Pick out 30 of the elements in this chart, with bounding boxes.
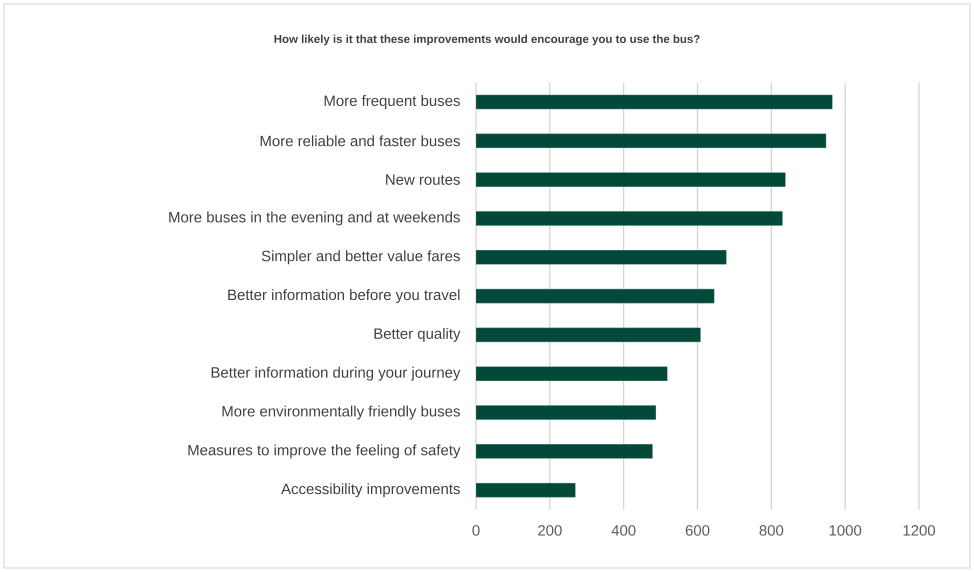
x-tick-label: 600	[686, 525, 710, 536]
bar	[476, 366, 668, 381]
y-tick-label: More reliable and faster buses	[260, 135, 460, 146]
y-tick-label: More buses in the evening and at weekends	[169, 211, 460, 226]
bar	[476, 172, 786, 187]
bar	[476, 405, 656, 420]
x-tick-label: 200	[538, 525, 562, 536]
bar	[476, 134, 826, 148]
bar	[476, 211, 783, 226]
y-tick-label: Measures to improve the feeling of safety	[188, 444, 460, 458]
x-tick-label: 1000	[830, 525, 862, 536]
bar	[476, 444, 653, 459]
x-tick-label: 400	[612, 525, 636, 536]
y-tick-label: Better information during your journey	[212, 366, 460, 381]
y-tick-label: Simpler and better value fares	[262, 250, 460, 264]
x-tick-label: 1200	[904, 525, 936, 536]
bar	[476, 288, 714, 304]
x-tick-label: 0	[472, 525, 480, 536]
bar	[476, 482, 576, 498]
chart-title: How likely is it that these improvements would encourage you to use the bus?	[274, 34, 700, 46]
bar	[476, 94, 832, 110]
y-tick-label: Accessibility improvements	[281, 483, 460, 498]
y-tick-label: Better quality	[374, 328, 460, 342]
y-tick-label: More frequent buses	[324, 95, 460, 109]
y-tick-label: Better information before you travel	[228, 289, 460, 304]
y-tick-label: New routes	[386, 174, 460, 185]
x-tick-label: 800	[760, 525, 784, 536]
bar	[476, 328, 701, 342]
bar	[476, 250, 727, 265]
y-tick-label: More environmentally friendly buses	[222, 406, 460, 420]
